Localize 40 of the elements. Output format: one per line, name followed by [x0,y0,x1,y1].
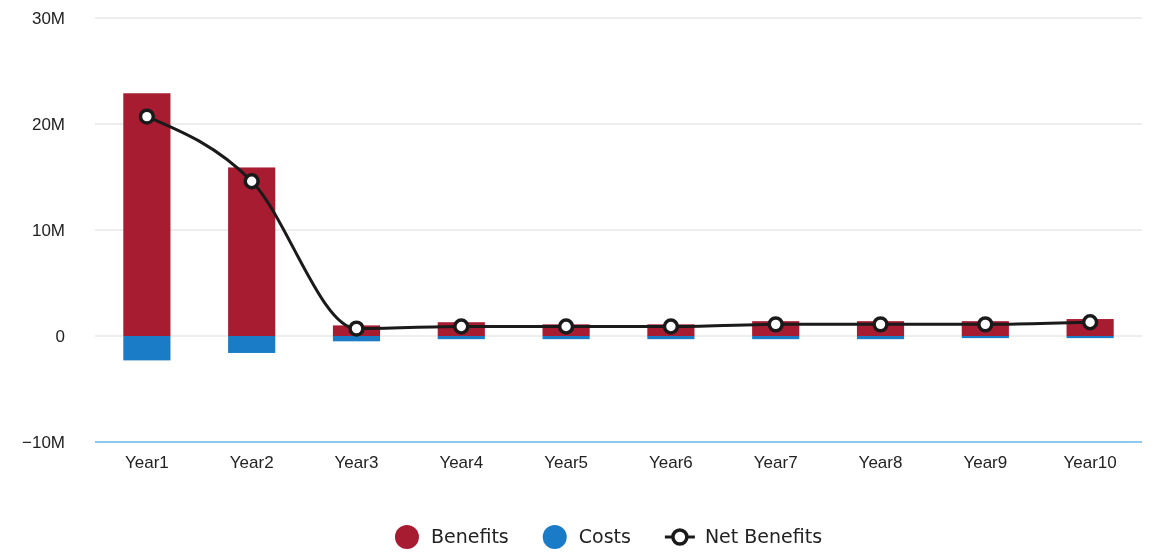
point [557,318,575,335]
x-tick-label: Year4 [439,453,484,473]
point [243,173,260,190]
legend-label: Costs [578,525,631,547]
bar [752,336,800,340]
point [1081,314,1099,331]
y-tick-label: 0 [55,326,65,346]
bar [856,336,905,340]
y-tick-label: 10M [31,220,65,240]
legend-label: Benefits [430,525,509,547]
bar [437,336,485,340]
y-tick-label: 30M [31,8,65,28]
point [453,318,470,335]
legend-label: Net Benefits [704,525,823,547]
x-tick-label: Year7 [753,453,798,473]
y-tick-label: 20M [31,114,65,134]
x-tick-label: Year10 [1063,453,1117,473]
x-tick-label: Year5 [544,453,588,473]
x-tick-label: Year2 [229,453,274,473]
point [348,320,365,337]
point [872,316,889,333]
point [977,316,994,333]
bar [542,336,590,340]
x-tick-label: Year8 [858,453,903,473]
bar [647,336,695,340]
bar [332,336,381,342]
x-tick-label: Year9 [963,453,1008,473]
bar [228,167,276,336]
bar [1066,336,1114,339]
y-tick-label: −10M [22,432,65,452]
x-tick-label: Year3 [334,453,379,473]
point [662,318,680,335]
bar [123,93,171,336]
bar [228,336,276,353]
bar [123,336,171,361]
point [138,108,156,125]
bar [961,336,1009,339]
x-tick-label: Year6 [649,453,693,473]
point [767,316,784,333]
x-tick-label: Year1 [124,453,169,473]
